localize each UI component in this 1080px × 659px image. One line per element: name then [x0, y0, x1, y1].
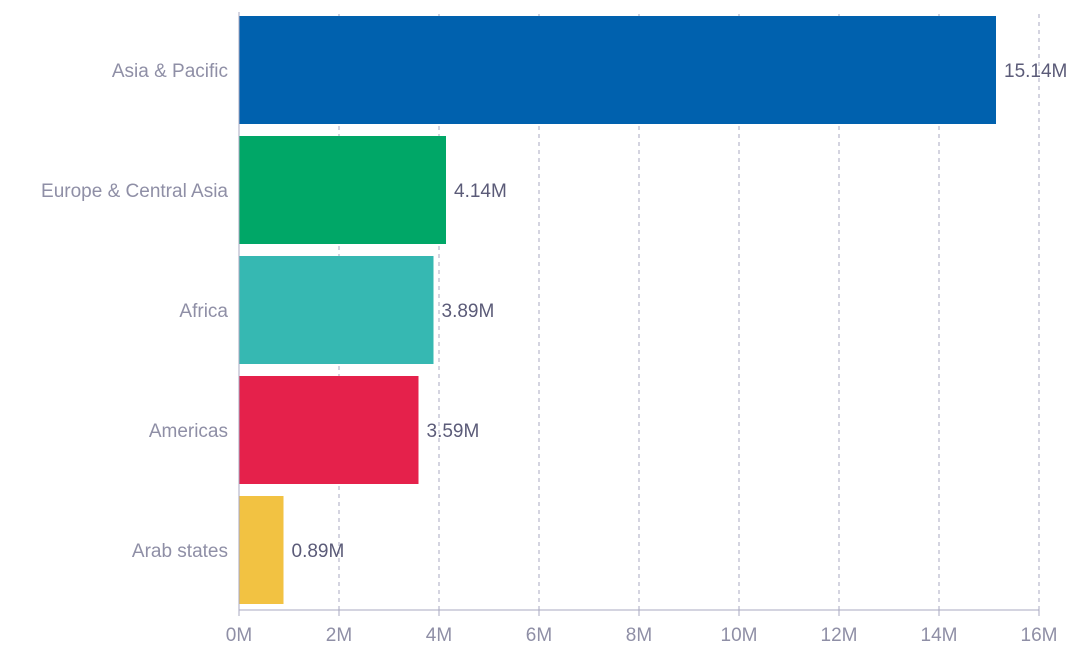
- x-tick-label-8: 16M: [1021, 625, 1058, 646]
- bar-0: [239, 16, 996, 124]
- bar-layer: [239, 16, 996, 604]
- value-label-3: 3.59M: [427, 421, 480, 442]
- bar-2: [239, 256, 434, 364]
- x-tick-label-3: 6M: [526, 625, 552, 646]
- label-layer: 0M 2M 4M 6M 8M 10M 12M 14M 16M Asia & Pacific 15.1…: [41, 61, 1067, 646]
- x-tick-label-7: 14M: [921, 625, 958, 646]
- x-tick-label-5: 10M: [721, 625, 758, 646]
- bar-3: [239, 376, 419, 484]
- x-tick-label-2: 4M: [426, 625, 452, 646]
- bar-4: [239, 496, 284, 604]
- value-label-0: 15.14M: [1004, 61, 1067, 82]
- category-label-0: Asia & Pacific: [112, 61, 228, 82]
- bar-1: [239, 136, 446, 244]
- value-label-4: 0.89M: [292, 541, 345, 562]
- category-label-1: Europe & Central Asia: [41, 181, 228, 202]
- x-tick-label-6: 12M: [821, 625, 858, 646]
- category-label-3: Americas: [149, 421, 228, 442]
- value-label-1: 4.14M: [454, 181, 507, 202]
- x-tick-label-0: 0M: [226, 625, 252, 646]
- x-tick-label-4: 8M: [626, 625, 652, 646]
- axis-layer: [238, 12, 1040, 616]
- value-label-2: 3.89M: [442, 301, 495, 322]
- x-tick-label-1: 2M: [326, 625, 352, 646]
- category-label-2: Africa: [179, 301, 228, 322]
- category-label-4: Arab states: [132, 541, 228, 562]
